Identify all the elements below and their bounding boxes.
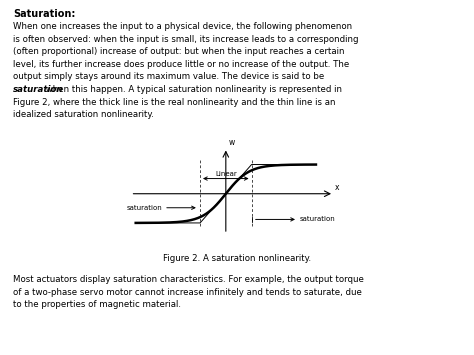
Text: x: x [335, 183, 340, 192]
Text: idealized saturation nonlinearity.: idealized saturation nonlinearity. [13, 110, 154, 119]
Text: Linear: Linear [215, 171, 237, 177]
Text: of a two-phase servo motor cannot increase infinitely and tends to saturate, due: of a two-phase servo motor cannot increa… [13, 288, 362, 297]
Text: Most actuators display saturation characteristics. For example, the output torqu: Most actuators display saturation charac… [13, 275, 364, 284]
Text: Figure 2. A saturation nonlinearity.: Figure 2. A saturation nonlinearity. [163, 254, 311, 263]
Text: when this happen. A typical saturation nonlinearity is represented in: when this happen. A typical saturation n… [43, 85, 342, 94]
Text: output simply stays around its maximum value. The device is said to be: output simply stays around its maximum v… [13, 72, 325, 81]
Text: (often proportional) increase of output: but when the input reaches a certain: (often proportional) increase of output:… [13, 47, 345, 56]
Text: saturation: saturation [13, 85, 64, 94]
Text: is often observed: when the input is small, its increase leads to a correspondin: is often observed: when the input is sma… [13, 35, 359, 44]
Text: level, its further increase does produce little or no increase of the output. Th: level, its further increase does produce… [13, 60, 349, 69]
Text: saturation: saturation [127, 205, 163, 211]
Text: to the properties of magnetic material.: to the properties of magnetic material. [13, 300, 181, 309]
Text: Saturation:: Saturation: [13, 9, 76, 19]
Text: When one increases the input to a physical device, the following phenomenon: When one increases the input to a physic… [13, 22, 352, 31]
Text: Figure 2, where the thick line is the real nonlinearity and the thin line is an: Figure 2, where the thick line is the re… [13, 98, 336, 106]
Text: saturation: saturation [299, 217, 335, 223]
Text: w: w [229, 138, 235, 147]
